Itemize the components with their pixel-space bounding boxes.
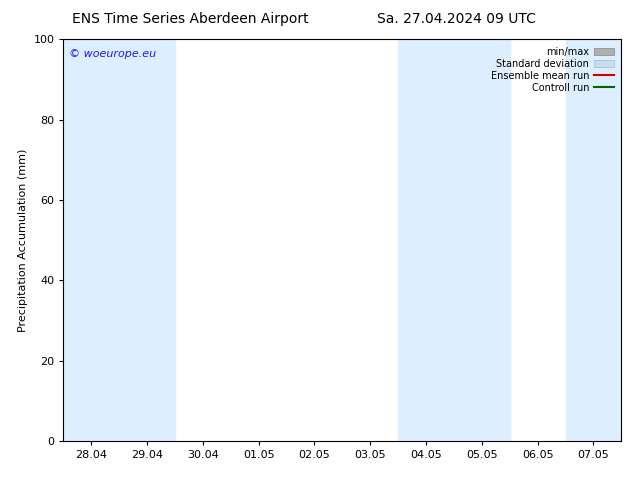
Text: ENS Time Series Aberdeen Airport: ENS Time Series Aberdeen Airport xyxy=(72,12,309,26)
Text: Sa. 27.04.2024 09 UTC: Sa. 27.04.2024 09 UTC xyxy=(377,12,536,26)
Legend: min/max, Standard deviation, Ensemble mean run, Controll run: min/max, Standard deviation, Ensemble me… xyxy=(488,44,616,96)
Bar xyxy=(398,39,454,441)
Y-axis label: Precipitation Accumulation (mm): Precipitation Accumulation (mm) xyxy=(18,148,28,332)
Bar xyxy=(566,39,621,441)
Bar xyxy=(454,39,510,441)
Bar xyxy=(119,39,175,441)
Bar xyxy=(63,39,119,441)
Text: © woeurope.eu: © woeurope.eu xyxy=(69,49,156,59)
